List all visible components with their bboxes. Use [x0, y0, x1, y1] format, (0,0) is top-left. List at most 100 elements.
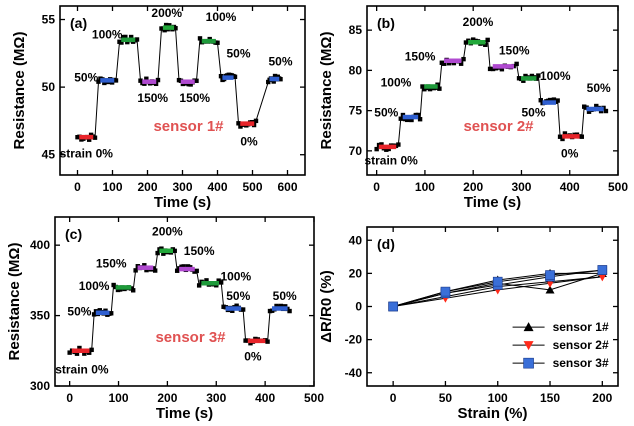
data-point [240, 307, 246, 312]
panel-label: (b) [377, 15, 395, 31]
data-point [74, 351, 80, 356]
data-point [82, 351, 87, 356]
data-point [194, 268, 199, 274]
x-tick-label: 100 [488, 391, 508, 405]
strain-annotation: 50% [522, 105, 546, 119]
strain-annotation: 150% [499, 43, 530, 57]
data-point [172, 248, 177, 254]
plot-frame [54, 216, 315, 387]
data-point [236, 121, 241, 126]
data-point [384, 147, 389, 152]
strain-annotation: 150% [137, 91, 168, 105]
data-point [278, 303, 284, 309]
marker-triangle-up [545, 285, 555, 294]
marker-triangle-down [597, 273, 607, 282]
data-point [173, 26, 178, 31]
data-point [216, 278, 221, 283]
x-tick-label: 400 [560, 180, 580, 194]
data-point [442, 61, 447, 66]
data-point [142, 263, 147, 268]
data-point [232, 74, 238, 80]
data-point [163, 22, 169, 28]
strain-annotation: 50% [273, 289, 297, 303]
strain-annotation: strain 0% [55, 362, 109, 376]
data-point [594, 103, 599, 109]
strain-annotation: 50% [67, 305, 91, 319]
x-tick-label: 400 [207, 180, 227, 194]
legend-entry: sensor 3# [553, 356, 609, 370]
panel-label: (c) [65, 226, 82, 242]
data-point [487, 66, 493, 72]
data-point [130, 288, 136, 293]
data-point [253, 118, 259, 124]
y-tick-label: 350 [30, 309, 50, 323]
y-axis-label: Resistance (MΩ) [11, 32, 28, 150]
data-point [196, 283, 202, 288]
data-point [77, 345, 82, 351]
x-tick-label: 200 [137, 180, 157, 194]
data-point [215, 40, 220, 45]
y-tick-label: 40 [349, 233, 363, 247]
sensor-label: sensor 3# [155, 329, 226, 346]
marker-square [597, 265, 608, 275]
data-point [579, 134, 584, 139]
y-tick-label: -20 [345, 333, 363, 347]
marker-triangle-down [523, 341, 534, 351]
data-point [555, 98, 560, 103]
strain-annotation: 0% [240, 134, 258, 148]
y-tick-label: 300 [30, 379, 50, 393]
data-point [490, 66, 496, 72]
marker-square [523, 357, 534, 369]
strain-annotation: 150% [96, 257, 127, 271]
x-tick-label: 200 [157, 391, 177, 405]
legend-entry: sensor 2# [553, 338, 609, 352]
x-tick-label: 150 [540, 391, 560, 405]
y-tick-label: 85 [349, 23, 363, 37]
y-axis-label: Resistance (MΩ) [318, 32, 335, 150]
data-point [108, 311, 114, 316]
data-point [485, 37, 490, 43]
data-point [547, 97, 553, 103]
y-axis-label: Resistance (MΩ) [6, 243, 23, 361]
data-point [91, 312, 97, 317]
marker-square [545, 270, 555, 280]
strain-annotation: 100% [92, 27, 123, 41]
data-point [161, 251, 166, 256]
y-axis-label: ΔR/R0 (%) [318, 270, 335, 342]
data-point [265, 339, 270, 344]
data-point [162, 27, 167, 33]
data-point [514, 61, 519, 67]
data-point [218, 280, 224, 285]
strain-annotation: 150% [179, 91, 210, 105]
y-tick-label: 55 [42, 13, 56, 27]
data-point [417, 117, 423, 122]
x-tick-label: 0 [66, 391, 73, 405]
data-point [144, 76, 149, 81]
data-point [243, 338, 248, 343]
data-point [194, 78, 199, 84]
y-tick-label: 400 [30, 238, 50, 252]
x-tick-label: 300 [206, 391, 226, 405]
strain-annotation: 50% [74, 71, 98, 85]
data-point [521, 78, 526, 83]
panel-label: (d) [377, 236, 395, 252]
sensor-label: sensor 2# [463, 118, 534, 135]
data-point [278, 76, 283, 82]
data-point [603, 108, 609, 114]
x-axis-label: Time (s) [154, 194, 211, 211]
strain-annotation: 0% [561, 146, 579, 160]
strain-annotation: strain 0% [60, 146, 114, 160]
x-tick-label: 500 [242, 180, 262, 194]
strain-annotation: 50% [226, 46, 250, 60]
sensor-label: sensor 1# [153, 118, 224, 135]
y-tick-label: 50 [42, 80, 56, 94]
data-point [113, 78, 119, 83]
y-tick-label: 45 [42, 148, 56, 162]
strain-annotation: 100% [79, 279, 110, 293]
marker-square [388, 301, 398, 312]
data-point [446, 61, 452, 66]
data-point [420, 84, 425, 89]
data-point [67, 350, 72, 355]
y-tick-label: 80 [349, 63, 363, 77]
